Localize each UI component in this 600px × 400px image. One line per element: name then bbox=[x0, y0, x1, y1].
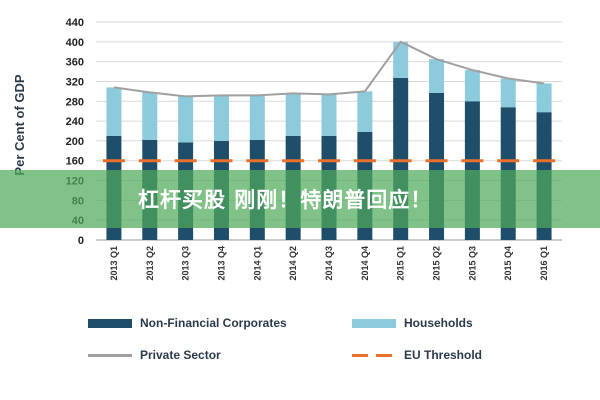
x-tick-label-12: 2016 Q1 bbox=[539, 246, 549, 281]
x-tick-label-7: 2014 Q4 bbox=[360, 246, 370, 281]
x-tick-label-11: 2015 Q4 bbox=[503, 246, 513, 281]
x-tick-label-6: 2014 Q3 bbox=[324, 246, 334, 281]
y-tick-label-240: 240 bbox=[66, 116, 84, 128]
x-tick-label-5: 2014 Q2 bbox=[288, 246, 298, 281]
x-tick-label-1: 2013 Q2 bbox=[145, 246, 155, 281]
legend-swatch-households bbox=[352, 318, 396, 328]
x-tick-label-0: 2013 Q1 bbox=[109, 246, 119, 281]
bar-households-0 bbox=[106, 87, 122, 136]
y-axis-label: Per Cent of GDP bbox=[12, 74, 27, 175]
bar-households-3 bbox=[213, 95, 229, 141]
legend-label-non-financial: Non-Financial Corporates bbox=[140, 316, 287, 330]
private-sector-line-group bbox=[113, 40, 545, 98]
y-tick-label-160: 160 bbox=[66, 156, 84, 168]
bar-households-10 bbox=[464, 70, 480, 102]
bar-households-11 bbox=[500, 78, 516, 108]
banner-text: 杠杆买股 刚刚！特朗普回应！ bbox=[138, 188, 433, 212]
x-tick-label-9: 2015 Q2 bbox=[432, 246, 442, 281]
legend-swatch-private-sector bbox=[88, 353, 132, 357]
y-tick-label-400: 400 bbox=[66, 37, 84, 49]
overlay-banner: 杠杆买股 刚刚！特朗普回应！ bbox=[0, 170, 600, 228]
y-tick-label-200: 200 bbox=[66, 136, 84, 148]
x-tick-label-10: 2015 Q3 bbox=[467, 246, 477, 281]
bar-households-6 bbox=[321, 94, 337, 136]
y-tick-label-0: 0 bbox=[78, 235, 84, 247]
legend-item-households: Households bbox=[352, 316, 473, 330]
bar-households-9 bbox=[429, 59, 445, 93]
legend-label-households: Households bbox=[404, 316, 473, 330]
bar-households-8 bbox=[393, 41, 409, 78]
x-tick-label-2: 2013 Q3 bbox=[181, 246, 191, 281]
y-tick-label-280: 280 bbox=[66, 96, 84, 108]
y-tick-label-440: 440 bbox=[66, 17, 84, 29]
private-sector-line bbox=[113, 40, 545, 98]
legend-item-eu-threshold: EU Threshold bbox=[352, 348, 482, 362]
y-tick-label-320: 320 bbox=[66, 76, 84, 88]
x-tick-label-8: 2015 Q1 bbox=[396, 246, 406, 281]
x-tick-label-3: 2013 Q4 bbox=[216, 246, 226, 281]
bar-households-7 bbox=[357, 91, 373, 132]
bar-households-5 bbox=[285, 93, 301, 136]
legend-label-private-sector: Private Sector bbox=[140, 348, 221, 362]
bar-households-4 bbox=[249, 95, 265, 140]
bar-households-12 bbox=[536, 83, 552, 113]
legend-label-eu-threshold: EU Threshold bbox=[404, 348, 483, 362]
bar-households-1 bbox=[142, 92, 158, 140]
legend-item-private-sector: Private Sector bbox=[88, 348, 221, 362]
y-tick-label-360: 360 bbox=[66, 57, 84, 69]
bar-households-2 bbox=[178, 96, 194, 143]
x-axis-ticks: 2013 Q1 2013 Q2 2013 Q3 2013 Q4 2014 Q1 2014 … bbox=[109, 246, 549, 281]
legend-swatch-non-financial bbox=[88, 318, 132, 328]
legend-item-non-financial: Non-Financial Corporates bbox=[88, 316, 287, 330]
x-tick-label-4: 2014 Q1 bbox=[252, 246, 262, 281]
legend-swatch-eu-threshold bbox=[352, 353, 396, 357]
